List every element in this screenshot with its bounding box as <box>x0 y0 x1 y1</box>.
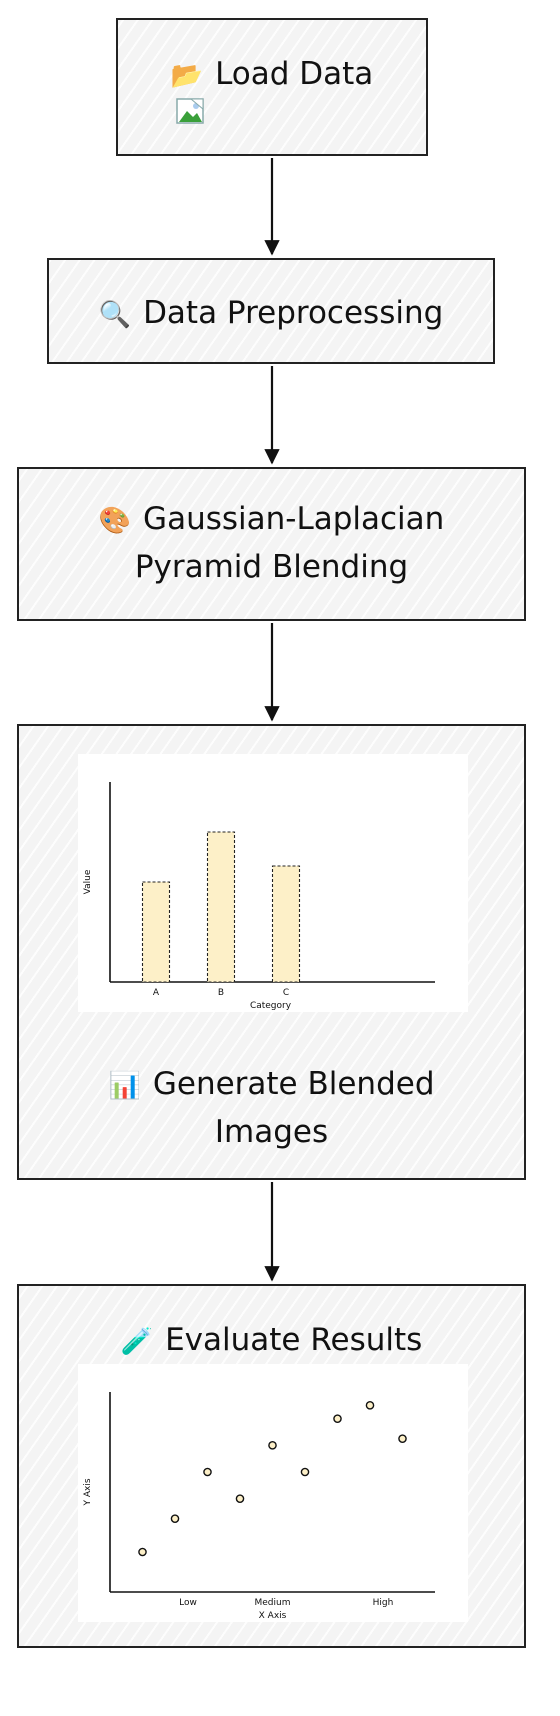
scatter-tick-label: Low <box>179 1598 197 1608</box>
palette-icon: 🎨 <box>98 506 132 536</box>
scatter-point <box>170 1514 180 1523</box>
test-tube-icon: 🧪 <box>120 1327 154 1357</box>
scatter-point <box>138 1547 147 1557</box>
generate-images-line2: Images <box>214 1114 329 1150</box>
scatter-y-axis-label: Y Axis <box>83 1478 93 1506</box>
scatter-tick-label: Medium <box>255 1598 291 1608</box>
load-data-node: 📂 Load Data <box>116 18 428 156</box>
scatter-chart-panel: Low Medium High X Axis Y Axis <box>78 1364 468 1622</box>
bar-chart: A B C Category Value <box>83 782 435 1011</box>
scatter-x-axis-label: X Axis <box>259 1611 287 1621</box>
generate-images-node: A B C Category Value 📊 Generate Blended Image… <box>17 724 526 1180</box>
evaluate-results-label: Evaluate Results <box>165 1322 423 1358</box>
bar-a <box>141 881 171 983</box>
evaluate-results-title: 🧪 Evaluate Results <box>19 1316 524 1366</box>
pyramid-blending-line1: 🎨 Gaussian-Laplacian <box>19 495 524 545</box>
load-data-title: 📂 Load Data <box>118 50 426 100</box>
broken-image-icon <box>176 98 204 124</box>
bar-chart-panel: A B C Category Value <box>78 754 468 1012</box>
pyramid-blending-node: 🎨 Gaussian-Laplacian Pyramid Blending <box>17 467 526 621</box>
data-preprocessing-title: 🔍 Data Preprocessing <box>49 289 493 339</box>
scatter-point <box>268 1441 277 1450</box>
bar-b <box>206 831 236 983</box>
scatter-point <box>235 1494 245 1503</box>
bar-tick-label: C <box>283 988 289 998</box>
bar-chart-icon: 📊 <box>108 1071 141 1101</box>
folder-icon: 📂 <box>170 61 204 91</box>
bar-y-axis-label: Value <box>83 869 93 894</box>
bar-tick-label: B <box>218 988 224 998</box>
bar-tick-label: A <box>153 988 160 998</box>
scatter-point <box>300 1467 310 1477</box>
scatter-chart: Low Medium High X Axis Y Axis <box>83 1392 435 1621</box>
scatter-point <box>333 1414 342 1423</box>
evaluate-results-node: 🧪 Evaluate Results Low Medium High X Axis Y A… <box>17 1284 526 1648</box>
data-preprocessing-label: Data Preprocessing <box>143 295 444 331</box>
magnifier-icon: 🔍 <box>98 300 132 330</box>
data-preprocessing-node: 🔍 Data Preprocessing <box>47 258 495 364</box>
scatter-tick-label: High <box>373 1598 394 1608</box>
generate-images-line1: 📊 Generate Blended <box>19 1060 524 1110</box>
scatter-point <box>398 1434 407 1443</box>
pyramid-blending-line2: Pyramid Blending <box>134 549 409 585</box>
pyramid-blending-label-1: Gaussian-Laplacian <box>143 501 445 537</box>
bar-x-axis-label: Category <box>250 1001 292 1011</box>
scatter-point <box>365 1401 375 1410</box>
generate-images-label-1: Generate Blended <box>152 1066 435 1102</box>
bar-c <box>271 865 301 983</box>
load-data-label: Load Data <box>215 56 374 92</box>
scatter-point <box>203 1467 212 1477</box>
